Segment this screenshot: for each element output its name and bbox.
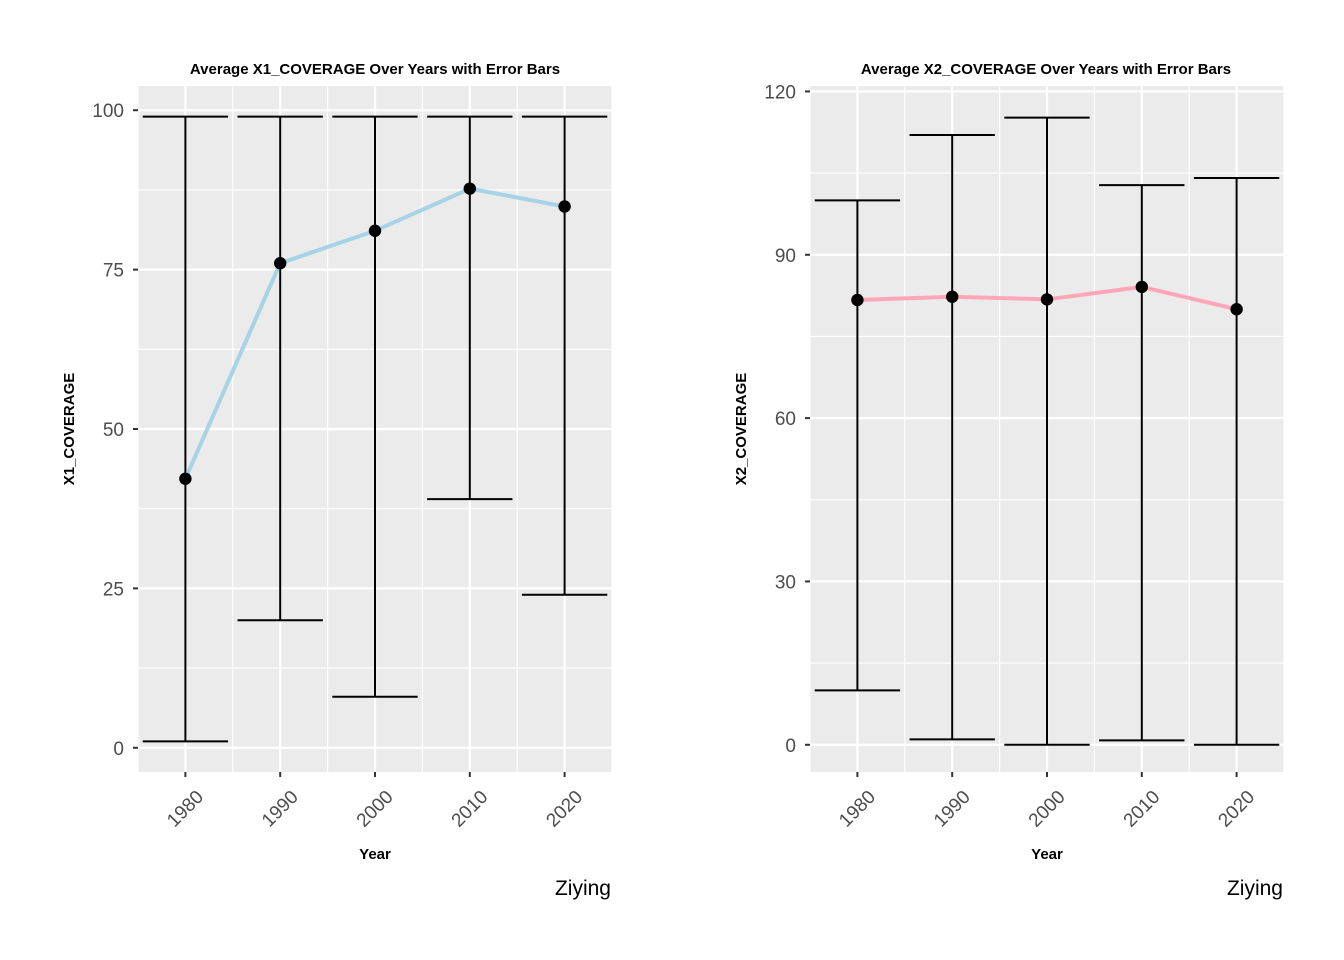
chart-title: Average X1_COVERAGE Over Years with Erro… xyxy=(190,61,560,78)
mean-point xyxy=(274,257,287,270)
y-tick-label: 75 xyxy=(103,261,124,282)
y-axis-title: X1_COVERAGE xyxy=(61,373,78,486)
mean-point xyxy=(946,290,959,303)
x-tick-label: 1980 xyxy=(835,787,880,832)
x-tick-label: 2020 xyxy=(1214,787,1259,832)
mean-point xyxy=(1135,280,1149,294)
y-tick-label: 90 xyxy=(775,246,796,267)
mean-point xyxy=(368,224,382,237)
y-tick-label: 60 xyxy=(775,409,796,430)
y-axis-title: X2_COVERAGE xyxy=(733,373,750,486)
x-tick-label: 1990 xyxy=(930,787,975,832)
mean-point xyxy=(463,182,476,195)
x-tick-label: 1980 xyxy=(163,787,208,832)
y-tick-label: 25 xyxy=(103,579,124,600)
x-axis-title: Year xyxy=(1031,846,1063,863)
y-tick-label: 0 xyxy=(785,736,796,757)
y-tick-label: 50 xyxy=(103,420,124,441)
x-tick-label: 2000 xyxy=(353,787,398,832)
chart-x2-coverage: 0 30 60 90 120 1980 1990 2000 2010 2020 Average X2… xyxy=(733,61,1285,900)
x-axis-title: Year xyxy=(359,846,391,863)
y-tick-label: 0 xyxy=(113,739,124,760)
mean-point xyxy=(1230,303,1243,316)
mean-point xyxy=(1040,293,1054,306)
x-tick-label: 2000 xyxy=(1025,787,1070,832)
mean-point xyxy=(179,472,192,485)
mean-point xyxy=(851,293,864,307)
chart-title: Average X2_COVERAGE Over Years with Erro… xyxy=(861,61,1231,78)
x-tick-label: 1990 xyxy=(258,787,303,832)
x-tick-label: 2020 xyxy=(542,787,587,832)
y-tick-label: 100 xyxy=(92,101,124,122)
caption: Ziying xyxy=(1227,877,1283,900)
x-tick-label: 2010 xyxy=(448,787,493,832)
mean-point xyxy=(558,200,571,213)
chart-x1-coverage: 0 25 50 75 100 1980 1990 2000 2010 2020 Average X1… xyxy=(61,61,613,900)
x-tick-label: 2010 xyxy=(1120,787,1165,832)
y-tick-label: 30 xyxy=(775,572,796,593)
caption: Ziying xyxy=(555,877,611,900)
y-tick-label: 120 xyxy=(764,82,796,103)
